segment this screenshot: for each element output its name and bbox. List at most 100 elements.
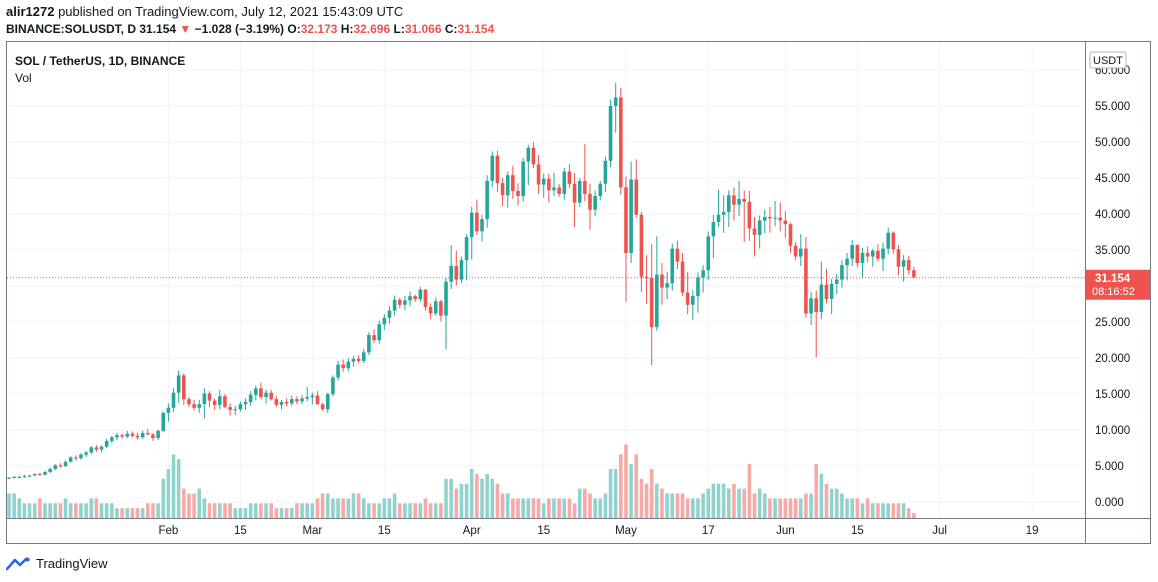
low-label: L: bbox=[393, 22, 405, 36]
candle-body bbox=[757, 220, 762, 235]
candle-body bbox=[577, 180, 582, 203]
volume-bar bbox=[608, 469, 613, 518]
volume-bar bbox=[454, 488, 459, 518]
candle-body bbox=[598, 183, 603, 197]
candle-body bbox=[377, 324, 381, 341]
volume-bar bbox=[891, 503, 896, 518]
candle-body bbox=[295, 399, 299, 402]
candle-body bbox=[130, 433, 135, 436]
candle-body bbox=[829, 283, 834, 300]
candle-body bbox=[361, 352, 366, 361]
volume-bar bbox=[727, 488, 731, 518]
candle-body bbox=[171, 392, 176, 408]
volume-bar bbox=[428, 503, 433, 518]
volume-bar bbox=[367, 503, 371, 518]
candle-body bbox=[870, 250, 875, 257]
candle-body bbox=[475, 212, 479, 232]
candle-body bbox=[274, 399, 279, 405]
volume-bar bbox=[300, 503, 304, 518]
candle-body bbox=[469, 212, 474, 238]
volume-bar bbox=[243, 508, 248, 518]
volume-bar bbox=[140, 508, 145, 518]
candle-body bbox=[22, 476, 27, 478]
candle-body bbox=[696, 277, 700, 297]
candle-body bbox=[161, 412, 166, 431]
volume-bar bbox=[562, 498, 567, 518]
volume-bar bbox=[819, 473, 824, 518]
candle-body bbox=[433, 301, 438, 314]
candle-body bbox=[644, 276, 649, 279]
volume-bar bbox=[665, 493, 669, 518]
low-value: 31.066 bbox=[404, 22, 442, 36]
candle-body bbox=[403, 300, 407, 305]
volume-bar bbox=[212, 503, 217, 518]
volume-bar bbox=[253, 503, 258, 518]
volume-bar bbox=[166, 469, 171, 518]
candle-body bbox=[495, 155, 500, 184]
volume-bar bbox=[552, 498, 556, 518]
published-text: published on TradingView.com, July 12, 2… bbox=[58, 4, 404, 19]
volume-bar bbox=[182, 488, 186, 518]
candle-body bbox=[778, 217, 783, 221]
volume-bar bbox=[814, 464, 819, 518]
x-tick-label: 15 bbox=[537, 525, 550, 537]
volume-bar bbox=[110, 503, 114, 518]
volume-bar bbox=[315, 498, 320, 518]
volume-bar bbox=[336, 498, 340, 518]
x-tick-label: 15 bbox=[234, 525, 247, 537]
candle-body bbox=[253, 388, 258, 395]
volume-bar bbox=[22, 503, 27, 518]
candle-body bbox=[809, 298, 813, 314]
volume-bar bbox=[860, 503, 865, 518]
candle-body bbox=[788, 224, 793, 246]
volume-bar bbox=[331, 498, 335, 518]
candle-body bbox=[110, 437, 114, 441]
author-name[interactable]: alir1272 bbox=[6, 4, 55, 19]
candle-body bbox=[655, 274, 659, 328]
volume-bar bbox=[346, 498, 351, 518]
candle-body bbox=[567, 171, 572, 184]
volume-bar bbox=[505, 493, 510, 518]
candle-body bbox=[310, 395, 315, 397]
symbol-label: BINANCE:SOLUSDT, D bbox=[6, 22, 137, 36]
volume-bar bbox=[649, 469, 654, 518]
volume-bar bbox=[531, 498, 536, 518]
chart-frame[interactable]: 65.00060.00055.00050.00045.00040.00035.0… bbox=[6, 41, 1151, 544]
volume-bar bbox=[536, 498, 541, 518]
volume-bar bbox=[603, 493, 608, 518]
volume-bar bbox=[778, 498, 783, 518]
candle-body bbox=[876, 250, 880, 259]
volume-bar bbox=[176, 459, 181, 518]
volume-bar bbox=[7, 493, 11, 518]
candle-body bbox=[685, 292, 690, 305]
volume-bar bbox=[804, 493, 808, 518]
tradingview-logo[interactable]: TradingView bbox=[6, 556, 108, 571]
x-tick-label: Mar bbox=[302, 525, 322, 537]
candle-body bbox=[783, 220, 788, 225]
candle-body bbox=[881, 248, 885, 259]
candle-body bbox=[392, 299, 397, 311]
volume-bar bbox=[444, 478, 448, 518]
candle-body bbox=[886, 232, 890, 249]
publish-info: alir1272 published on TradingView.com, J… bbox=[6, 4, 403, 19]
volume-bar bbox=[557, 498, 561, 518]
volume-bar bbox=[135, 508, 140, 518]
candle-body bbox=[248, 394, 253, 403]
price-chart[interactable]: 65.00060.00055.00050.00045.00040.00035.0… bbox=[7, 42, 1150, 543]
volume-bar bbox=[74, 503, 78, 518]
candle-body bbox=[675, 248, 680, 262]
volume-bar bbox=[516, 498, 520, 518]
candle-body bbox=[649, 278, 654, 328]
volume-bar bbox=[284, 508, 289, 518]
candle-body bbox=[192, 404, 196, 408]
candle-body bbox=[819, 284, 824, 313]
candle-body bbox=[716, 214, 721, 222]
candle-body bbox=[125, 433, 130, 437]
candle-body bbox=[259, 388, 263, 397]
volume-bar bbox=[896, 503, 901, 518]
candle-body bbox=[27, 475, 32, 477]
candle-body bbox=[793, 245, 798, 257]
candle-body bbox=[480, 219, 484, 232]
candle-body bbox=[747, 201, 752, 229]
volume-bar bbox=[449, 478, 453, 518]
